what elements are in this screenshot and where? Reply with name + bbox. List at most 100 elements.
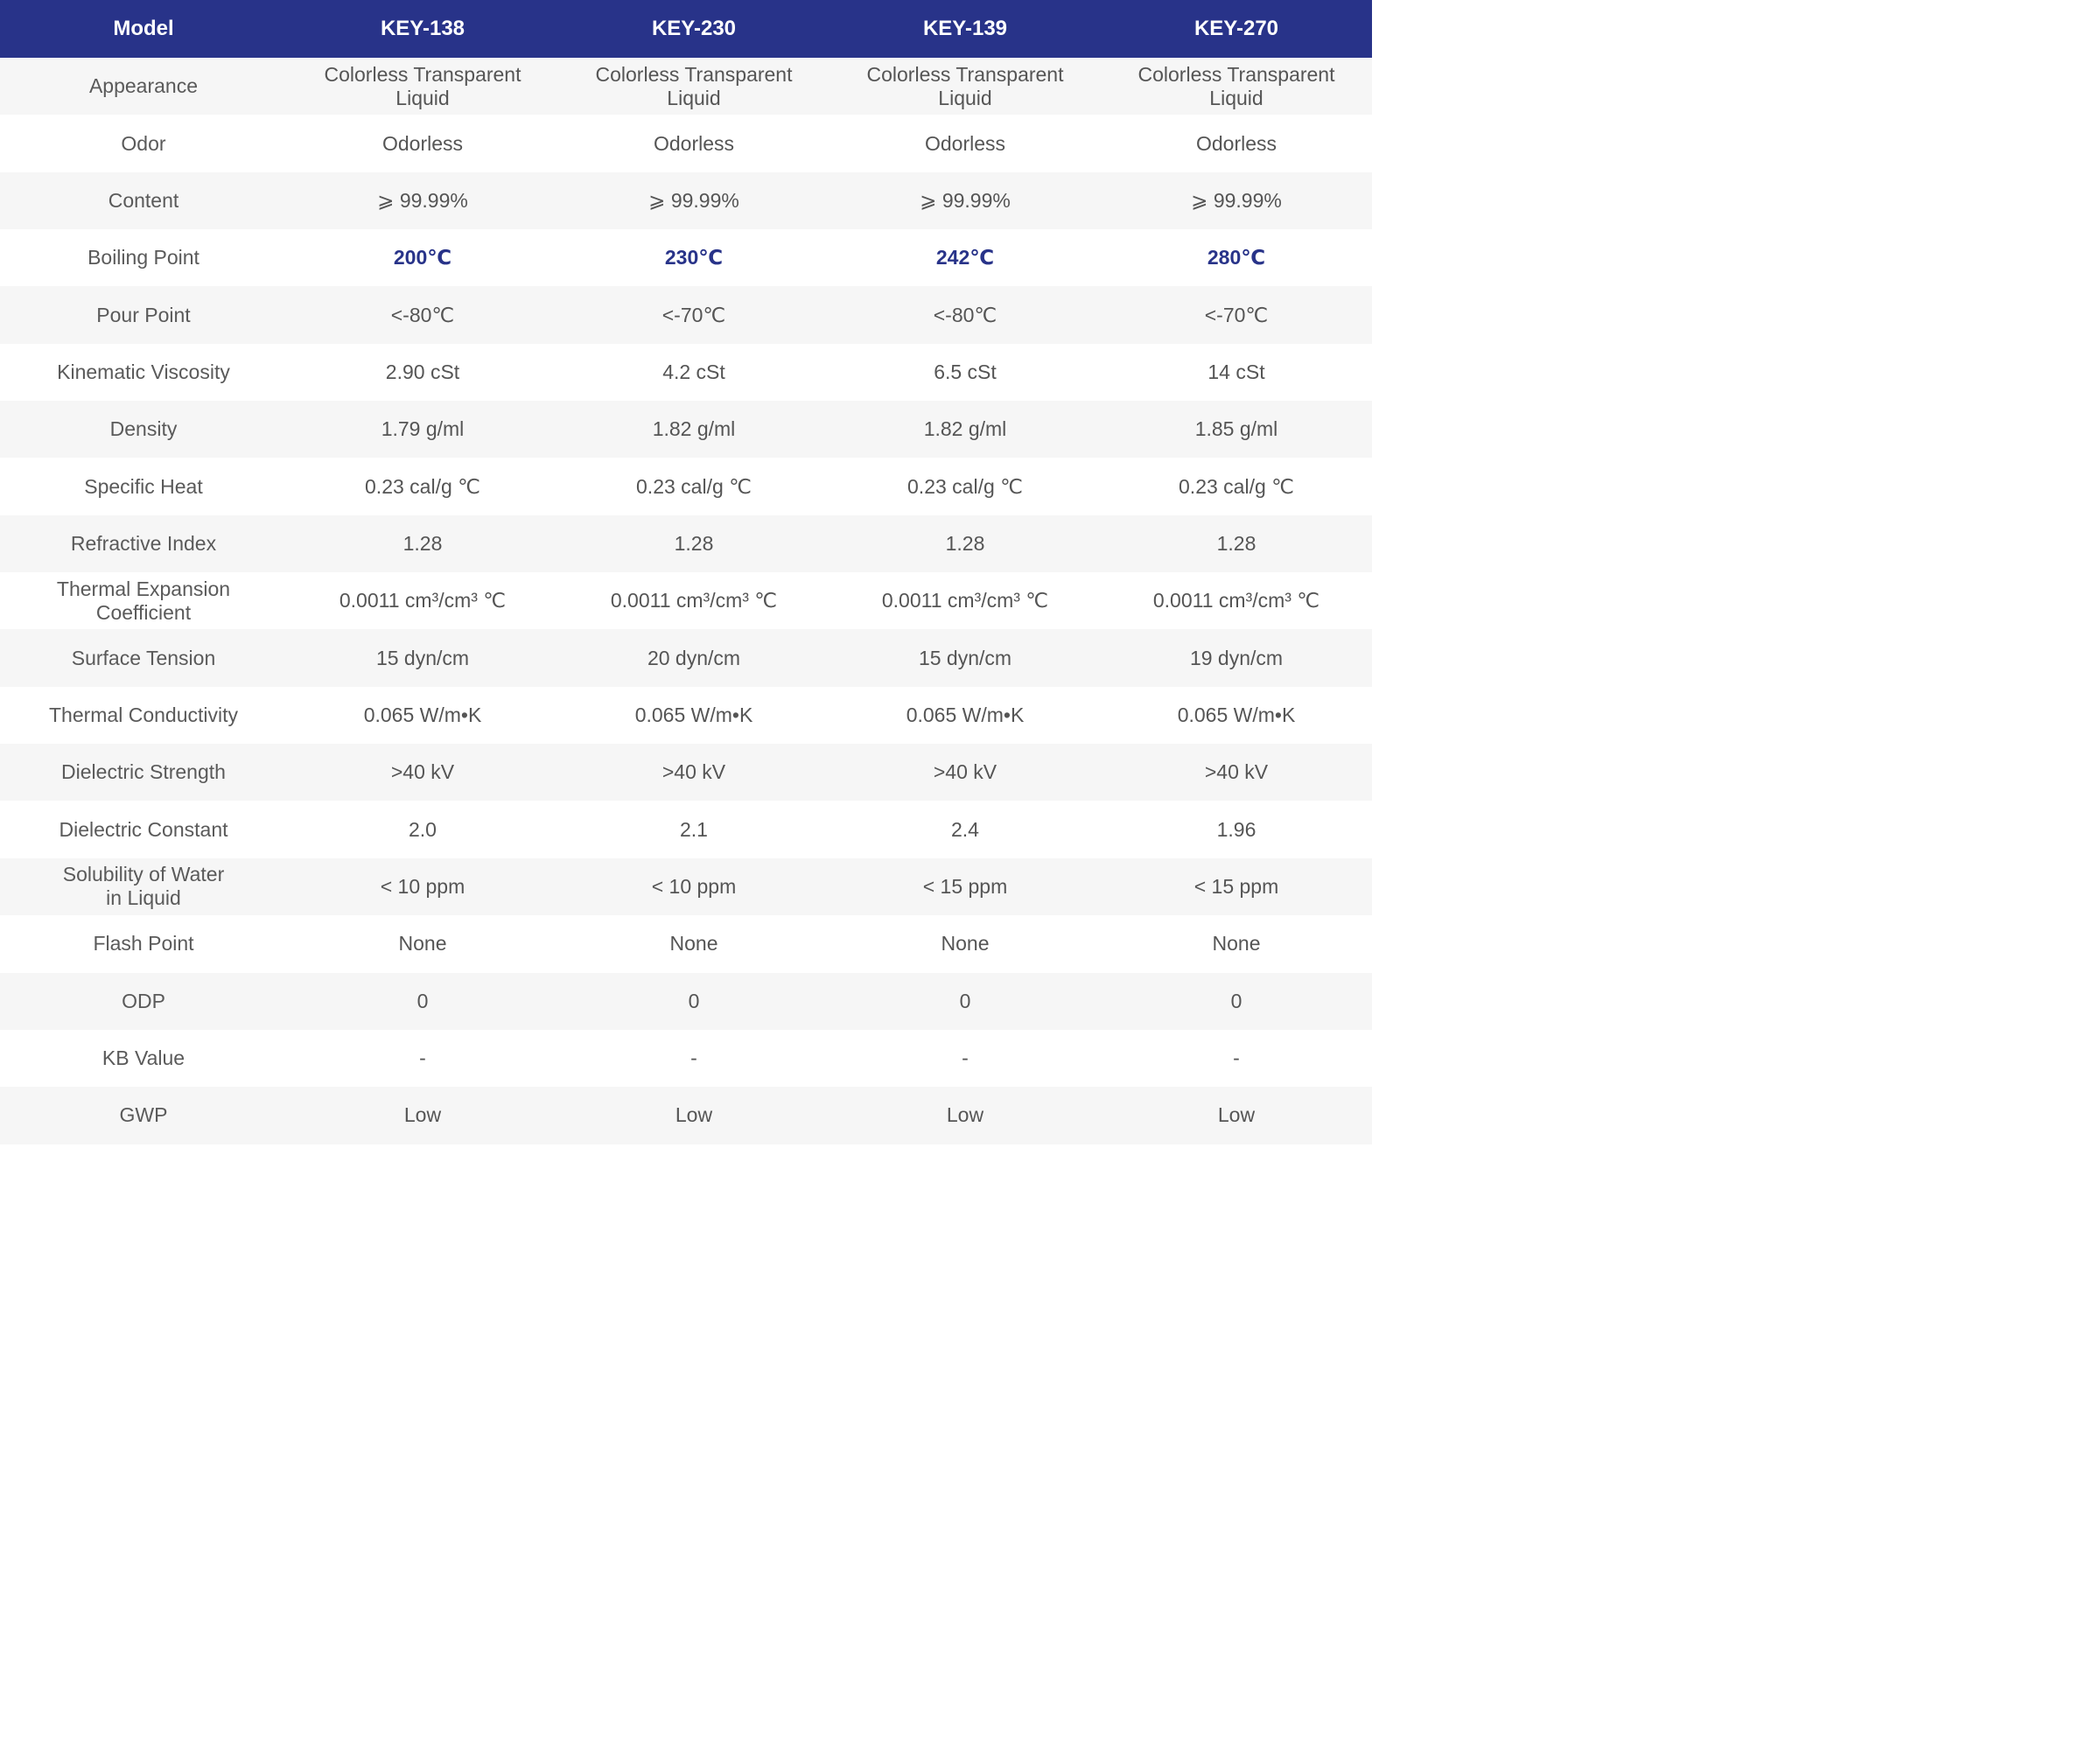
table-row: Dielectric Strength >40 kV >40 kV >40 kV… [0, 744, 1372, 802]
table-cell: 200℃ [287, 229, 558, 287]
table-cell: 2.1 [558, 801, 830, 858]
table-row: Thermal Conductivity 0.065 W/m•K 0.065 W… [0, 686, 1372, 745]
row-label-odor: Odor [0, 115, 287, 172]
table-cell: 0.0011 cm³/cm³ ℃ [830, 572, 1101, 630]
table-cell: 6.5 cSt [830, 343, 1101, 402]
row-label-odp: ODP [0, 972, 287, 1030]
table-cell: 1.28 [1101, 514, 1372, 573]
table-row: Dielectric Constant 2.0 2.1 2.4 1.96 [0, 801, 1372, 858]
table-cell: 1.28 [287, 514, 558, 573]
header-cell-key-230: KEY-230 [558, 0, 830, 58]
cell-text: Colorless Transparent Liquid [324, 62, 522, 109]
table-cell: <-80℃ [830, 286, 1101, 344]
table-cell: 0.065 W/m•K [287, 686, 558, 745]
table-cell: 14 cSt [1101, 343, 1372, 402]
table-cell: Odorless [830, 115, 1101, 172]
table-row-highlighted: Boiling Point 200℃ 230℃ 242℃ 280℃ [0, 229, 1372, 287]
table-row: Solubility of Water in Liquid < 10 ppm <… [0, 858, 1372, 916]
table-cell: 0 [830, 972, 1101, 1030]
table-cell: 0.23 cal/g ℃ [558, 458, 830, 515]
row-label-refractive-index: Refractive Index [0, 514, 287, 573]
table-cell: Low [558, 1087, 830, 1144]
table-cell: 0.23 cal/g ℃ [287, 458, 558, 515]
table-header: Model KEY-138 KEY-230 KEY-139 KEY-270 [0, 0, 1372, 58]
cell-text: Colorless Transparent Liquid [595, 62, 793, 109]
cell-text: Solubility of Water in Liquid [62, 863, 225, 910]
table-row: Surface Tension 15 dyn/cm 20 dyn/cm 15 d… [0, 629, 1372, 687]
table-cell: - [287, 1029, 558, 1088]
row-label-specific-heat: Specific Heat [0, 458, 287, 515]
table-cell: Low [1101, 1087, 1372, 1144]
table-cell: Odorless [558, 115, 830, 172]
table-row: KB Value - - - - [0, 1029, 1372, 1088]
table-cell: Low [830, 1087, 1101, 1144]
row-label-surface-tension: Surface Tension [0, 629, 287, 687]
table-cell: 242℃ [830, 229, 1101, 287]
table-row: Appearance Colorless Transparent Liquid … [0, 58, 1372, 116]
row-label-pour-point: Pour Point [0, 286, 287, 344]
cell-text: Appearance [88, 74, 199, 98]
table-cell: 280℃ [1101, 229, 1372, 287]
table-row: Density 1.79 g/ml 1.82 g/ml 1.82 g/ml 1.… [0, 401, 1372, 458]
table-cell: Low [287, 1087, 558, 1144]
table-cell: Colorless Transparent Liquid [830, 58, 1101, 116]
cell-text: Colorless Transparent Liquid [1138, 62, 1335, 109]
row-label-boiling-point: Boiling Point [0, 229, 287, 287]
table-cell: < 10 ppm [287, 858, 558, 916]
table-cell: 19 dyn/cm [1101, 629, 1372, 687]
spec-table: Model KEY-138 KEY-230 KEY-139 KEY-270 Ap… [0, 0, 1372, 1144]
table-cell: Odorless [1101, 115, 1372, 172]
row-label-dielectric-strength: Dielectric Strength [0, 744, 287, 802]
table-cell: >40 kV [1101, 744, 1372, 802]
header-row: Model KEY-138 KEY-230 KEY-139 KEY-270 [0, 0, 1372, 58]
table-cell: - [830, 1029, 1101, 1088]
header-cell-model: Model [0, 0, 287, 58]
header-cell-key-270: KEY-270 [1101, 0, 1372, 58]
table-row: Refractive Index 1.28 1.28 1.28 1.28 [0, 514, 1372, 573]
table-cell: 2.4 [830, 801, 1101, 858]
table-cell: 0 [558, 972, 830, 1030]
table-cell: <-80℃ [287, 286, 558, 344]
table-cell: ⩾ 99.99% [558, 172, 830, 230]
table-cell: >40 kV [830, 744, 1101, 802]
table-cell: 0.0011 cm³/cm³ ℃ [558, 572, 830, 630]
row-label-kb-value: KB Value [0, 1029, 287, 1088]
table-cell: None [558, 915, 830, 973]
table-cell: ⩾ 99.99% [1101, 172, 1372, 230]
table-cell: Odorless [287, 115, 558, 172]
table-cell: 1.79 g/ml [287, 401, 558, 458]
table-cell: Colorless Transparent Liquid [1101, 58, 1372, 116]
table-cell: None [287, 915, 558, 973]
table-cell: 1.85 g/ml [1101, 401, 1372, 458]
table-cell: < 15 ppm [1101, 858, 1372, 916]
table-row: Specific Heat 0.23 cal/g ℃ 0.23 cal/g ℃ … [0, 458, 1372, 515]
row-label-content: Content [0, 172, 287, 230]
table-cell: ⩾ 99.99% [287, 172, 558, 230]
table-cell: 2.90 cSt [287, 343, 558, 402]
table-row: GWP Low Low Low Low [0, 1087, 1372, 1144]
table-cell: 15 dyn/cm [830, 629, 1101, 687]
row-label-gwp: GWP [0, 1087, 287, 1144]
table-cell: Colorless Transparent Liquid [287, 58, 558, 116]
cell-text: Colorless Transparent Liquid [866, 62, 1064, 109]
header-cell-key-139: KEY-139 [830, 0, 1101, 58]
table-cell: 0.065 W/m•K [830, 686, 1101, 745]
table-cell: 1.28 [830, 514, 1101, 573]
table-cell: 230℃ [558, 229, 830, 287]
table-row: Flash Point None None None None [0, 915, 1372, 973]
row-label-flash-point: Flash Point [0, 915, 287, 973]
table-cell: ⩾ 99.99% [830, 172, 1101, 230]
row-label-thermal-conductivity: Thermal Conductivity [0, 686, 287, 745]
table-cell: <-70℃ [1101, 286, 1372, 344]
table-cell: 0.0011 cm³/cm³ ℃ [287, 572, 558, 630]
table-row: Odor Odorless Odorless Odorless Odorless [0, 115, 1372, 172]
header-cell-key-138: KEY-138 [287, 0, 558, 58]
table-row: Pour Point <-80℃ <-70℃ <-80℃ <-70℃ [0, 286, 1372, 344]
table-cell: 1.96 [1101, 801, 1372, 858]
table-cell: >40 kV [558, 744, 830, 802]
table-cell: 0 [1101, 972, 1372, 1030]
table-cell: 0.23 cal/g ℃ [830, 458, 1101, 515]
cell-text: Thermal Expansion Coefficient [56, 577, 231, 624]
row-label-dielectric-constant: Dielectric Constant [0, 801, 287, 858]
table-cell: 2.0 [287, 801, 558, 858]
